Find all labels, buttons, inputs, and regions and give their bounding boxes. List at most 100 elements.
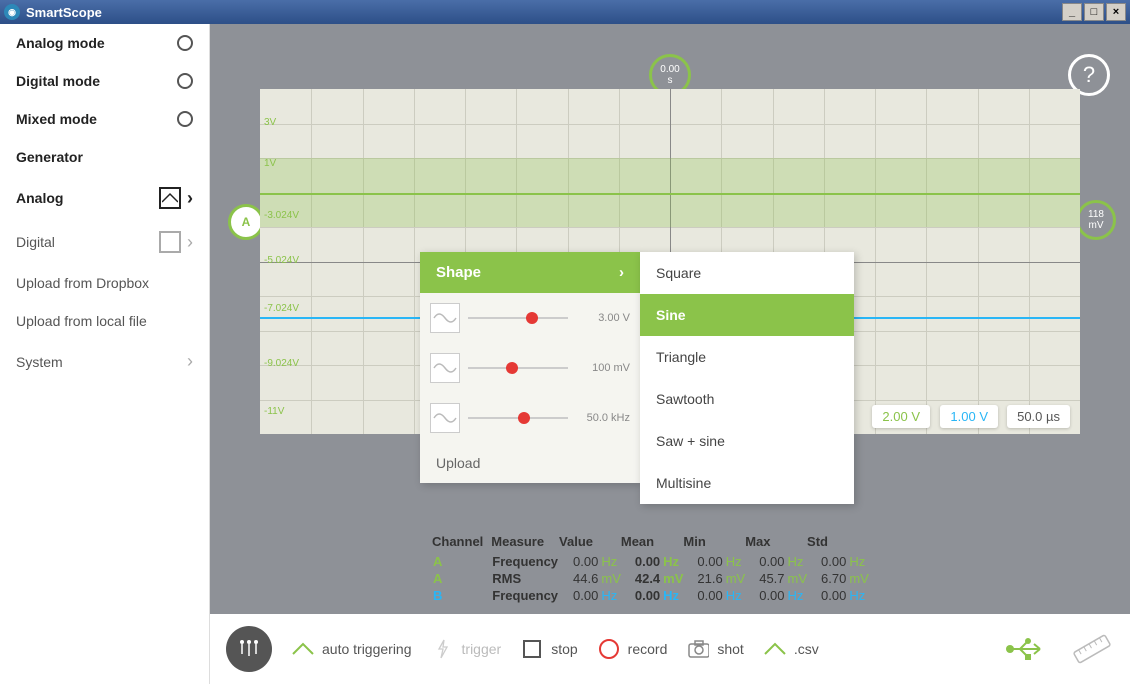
shape-title: Shape xyxy=(436,264,481,281)
unit-cell: Hz xyxy=(847,587,869,604)
scale-box[interactable]: 50.0 µs xyxy=(1007,405,1070,428)
scale-box[interactable]: 1.00 V xyxy=(940,405,998,428)
sidebar: Analog mode Digital mode Mixed mode Gene… xyxy=(0,24,210,684)
y-axis-label: -7.024V xyxy=(264,303,299,314)
col-header: Channel xyxy=(432,532,491,553)
shape-option[interactable]: Sine xyxy=(640,294,854,336)
value-cell: 44.6 xyxy=(559,570,599,587)
label: shot xyxy=(717,641,743,657)
std-cell: 0.00 xyxy=(807,587,847,604)
unit-cell: mV xyxy=(661,570,683,587)
shape-option[interactable]: Triangle xyxy=(640,336,854,378)
ruler-icon xyxy=(1070,627,1114,671)
label: .csv xyxy=(794,641,819,657)
system[interactable]: System › xyxy=(0,340,209,383)
gen-analog[interactable]: Analog › xyxy=(0,176,209,220)
shape-option[interactable]: Multisine xyxy=(640,462,854,504)
shape-sliders-panel: Shape › 3.00 V 100 mV 50.0 kHz Upload xyxy=(420,252,640,483)
unit-cell: Hz xyxy=(599,553,621,570)
camera-icon xyxy=(687,638,709,660)
measurements-table: ChannelMeasureValueMeanMinMaxStd A Frequ… xyxy=(432,532,869,604)
upload-row[interactable]: Upload xyxy=(420,443,640,483)
unit-cell: mV xyxy=(786,570,808,587)
channel-cell: B xyxy=(432,587,491,604)
channel-label: A xyxy=(242,215,251,229)
ruler-button[interactable] xyxy=(1070,627,1114,671)
close-button[interactable]: × xyxy=(1106,3,1126,21)
mode-label: Mixed mode xyxy=(16,111,97,127)
unit-cell: Hz xyxy=(724,553,746,570)
measure-cell: Frequency xyxy=(491,587,559,604)
measurements-panel: ChannelMeasureValueMeanMinMaxStd A Frequ… xyxy=(420,522,1130,614)
unit-cell: Hz xyxy=(724,587,746,604)
max-cell: 0.00 xyxy=(745,553,785,570)
mode-digital[interactable]: Digital mode xyxy=(0,62,209,100)
slider-track[interactable] xyxy=(468,417,568,419)
radio-icon xyxy=(177,73,193,89)
upload-local[interactable]: Upload from local file xyxy=(0,302,209,340)
upload-label: Upload from local file xyxy=(16,313,147,329)
slider-knob[interactable] xyxy=(518,412,530,424)
logo-icon[interactable] xyxy=(226,626,272,672)
wave-icon[interactable] xyxy=(430,303,460,333)
label: stop xyxy=(551,641,577,657)
wave-icon[interactable] xyxy=(430,353,460,383)
system-label: System xyxy=(16,354,63,370)
chevron-right-icon: › xyxy=(187,351,193,372)
unit-cell: Hz xyxy=(847,553,869,570)
mean-cell: 0.00 xyxy=(621,553,661,570)
unit-cell: Hz xyxy=(661,553,683,570)
wave-icon[interactable] xyxy=(430,403,460,433)
usb-button[interactable] xyxy=(1004,637,1050,661)
shape-option[interactable]: Sawtooth xyxy=(640,378,854,420)
minimize-button[interactable]: _ xyxy=(1062,3,1082,21)
slider-knob[interactable] xyxy=(526,312,538,324)
upload-label: Upload xyxy=(436,455,480,471)
shape-option[interactable]: Square xyxy=(640,252,854,294)
shape-option[interactable]: Saw + sine xyxy=(640,420,854,462)
min-cell: 0.00 xyxy=(683,553,723,570)
stop-button[interactable]: stop xyxy=(521,638,577,660)
slider-track[interactable] xyxy=(468,367,568,369)
upload-dropbox[interactable]: Upload from Dropbox xyxy=(0,264,209,302)
maximize-button[interactable]: □ xyxy=(1084,3,1104,21)
time-value: 0.00 xyxy=(660,64,679,75)
slider-row: 100 mV xyxy=(420,343,640,393)
label: record xyxy=(628,641,668,657)
slider-knob[interactable] xyxy=(506,362,518,374)
chevron-right-icon: › xyxy=(187,188,193,209)
trigger-button[interactable]: trigger xyxy=(432,638,502,660)
col-header: Mean xyxy=(621,532,684,553)
mode-analog[interactable]: Analog mode xyxy=(0,24,209,62)
mean-cell: 0.00 xyxy=(621,587,661,604)
csv-button[interactable]: .csv xyxy=(764,638,819,660)
wave-icon xyxy=(159,187,181,209)
square-icon xyxy=(159,231,181,253)
slider-track[interactable] xyxy=(468,317,568,319)
channel-a-badge[interactable]: A xyxy=(228,204,264,240)
slider-value: 3.00 V xyxy=(576,312,630,324)
bottom-toolbar: auto triggering trigger stop record shot… xyxy=(210,614,1130,684)
min-cell: 0.00 xyxy=(683,587,723,604)
record-button[interactable]: record xyxy=(598,638,668,660)
min-cell: 21.6 xyxy=(683,570,723,587)
unit-cell: Hz xyxy=(661,587,683,604)
col-header: Measure xyxy=(491,532,559,553)
gen-label: Analog xyxy=(16,190,63,206)
table-row: A RMS 44.6mV 42.4mV 21.6mV 45.7mV 6.70mV xyxy=(432,570,869,587)
shape-header[interactable]: Shape › xyxy=(420,252,640,293)
main-canvas: 0.00 s ? A 118 mV 3V1V-3.024V-5.024V-7.0… xyxy=(210,24,1130,684)
right-value-badge[interactable]: 118 mV xyxy=(1076,200,1116,240)
radio-icon xyxy=(177,111,193,127)
unit-cell: Hz xyxy=(599,587,621,604)
shot-button[interactable]: shot xyxy=(687,638,743,660)
scale-box[interactable]: 2.00 V xyxy=(872,405,930,428)
bolt-icon xyxy=(432,638,454,660)
auto-triggering-button[interactable]: auto triggering xyxy=(292,638,412,660)
col-header: Std xyxy=(807,532,869,553)
unit-cell: mV xyxy=(724,570,746,587)
mode-mixed[interactable]: Mixed mode xyxy=(0,100,209,138)
y-axis-label: 3V xyxy=(264,117,276,128)
chevron-right-icon: › xyxy=(619,264,624,281)
gen-digital[interactable]: Digital › xyxy=(0,220,209,264)
